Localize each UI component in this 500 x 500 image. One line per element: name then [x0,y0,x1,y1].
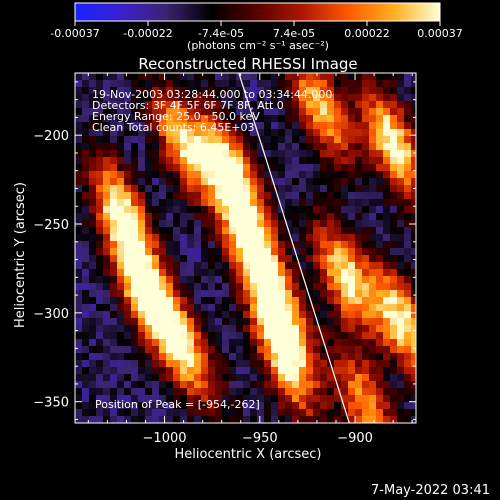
annotation-block: 19-Nov-2003 03:28:44.000 to 03:34:44.000… [92,88,332,134]
x-axis: −1000 −950 −900 [87,73,413,446]
colorbar-tick-label: -0.00022 [123,27,172,40]
y-tick-label: −300 [33,307,69,322]
annotation-energy: Energy Range: 25.0 - 50.0 keV [92,110,260,123]
colorbar-gradient [74,2,441,22]
y-tick-label: −350 [33,396,69,411]
colorbar-tick-label: 0.00037 [417,27,463,40]
x-tick-label: −1000 [143,431,187,446]
colorbar-units: (photons cm⁻² s⁻¹ asec⁻²) [187,39,329,52]
peak-position-label: Position of Peak = [-954,-262] [95,398,260,411]
colorbar-ticks: -0.00037 -0.00022 -7.4e-05 7.4e-05 0.00022 0.… [50,21,463,40]
chart-title: Reconstructed RHESSI Image [138,55,357,73]
plot-frame [74,72,417,424]
y-tick-label: −250 [33,218,69,233]
colorbar-tick-label: -0.00037 [50,27,99,40]
colorbar-tick-label: 0.00022 [344,27,390,40]
y-axis: −200 −250 −300 −350 [33,81,416,420]
x-axis-label: Heliocentric X (arcsec) [175,447,322,462]
solar-limb-line [238,73,350,423]
annotation-counts: Clean Total counts: 6.45E+03 [92,121,255,134]
colorbar-tick-label: -7.4e-05 [198,27,244,40]
annotation-time: 19-Nov-2003 03:28:44.000 to 03:34:44.000 [92,88,332,101]
x-tick-label: −900 [337,431,373,446]
y-tick-label: −200 [33,129,69,144]
heatmap-image [75,73,416,423]
colorbar-tick-label: 7.4e-05 [273,27,315,40]
colorbar: -0.00037 -0.00022 -7.4e-05 7.4e-05 0.00022 0.… [50,2,463,52]
x-tick-label: −950 [242,431,278,446]
annotation-detectors: Detectors: 3F 4F 5F 6F 7F 8F, Att 0 [92,99,284,112]
footer-timestamp: 7-May-2022 03:41 [371,483,490,498]
y-axis-label: Heliocentric Y (arcsec) [13,182,28,328]
